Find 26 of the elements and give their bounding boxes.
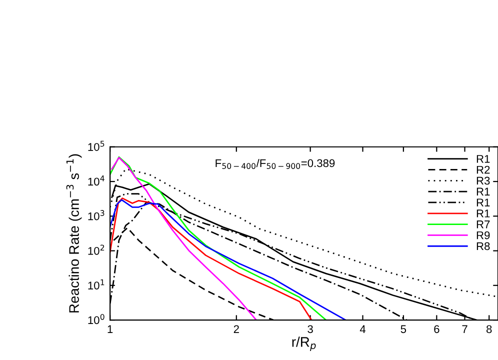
legend-label: R7: [476, 220, 490, 228]
y-tick-label: 10$^{3}$: [88, 210, 104, 220]
x-tick-label: 5: [400, 325, 406, 334]
legend-label: R1: [476, 155, 490, 163]
legend-label: R9: [476, 231, 490, 240]
legend-label: R8: [476, 242, 490, 250]
legend-label: R2: [476, 166, 490, 174]
legend-label: R1: [476, 198, 490, 206]
x-tick-label: 3: [308, 325, 313, 334]
annotation: F$_{50−400}$/F$_{50−900}$=0.389: [216, 158, 335, 169]
x-tick-label: 6: [434, 325, 440, 334]
legend-label: R1: [476, 210, 490, 218]
x-tick-label: 8: [486, 325, 492, 334]
x-tick-label: 4: [360, 325, 366, 333]
x-axis-title: r/R$_{p}$: [292, 336, 316, 352]
y-tick-label: 10$^{2}$: [88, 244, 104, 255]
y-tick-label: 10$^{5}$: [88, 140, 104, 151]
x-tick-label: 1: [108, 325, 113, 333]
legend-label: R3: [476, 176, 490, 185]
y-tick-label: 10$^{0}$: [88, 314, 104, 324]
x-tick-label: 2: [234, 325, 239, 333]
y-tick-label: 10$^{4}$: [88, 176, 104, 186]
y-tick-label: 10$^{1}$: [88, 279, 104, 290]
y-axis-title: Reactino Rate (cm$^{−3}$ s$^{−1}$): [66, 154, 82, 312]
legend-label: R1: [476, 188, 490, 196]
x-tick-label: 7: [462, 325, 468, 333]
